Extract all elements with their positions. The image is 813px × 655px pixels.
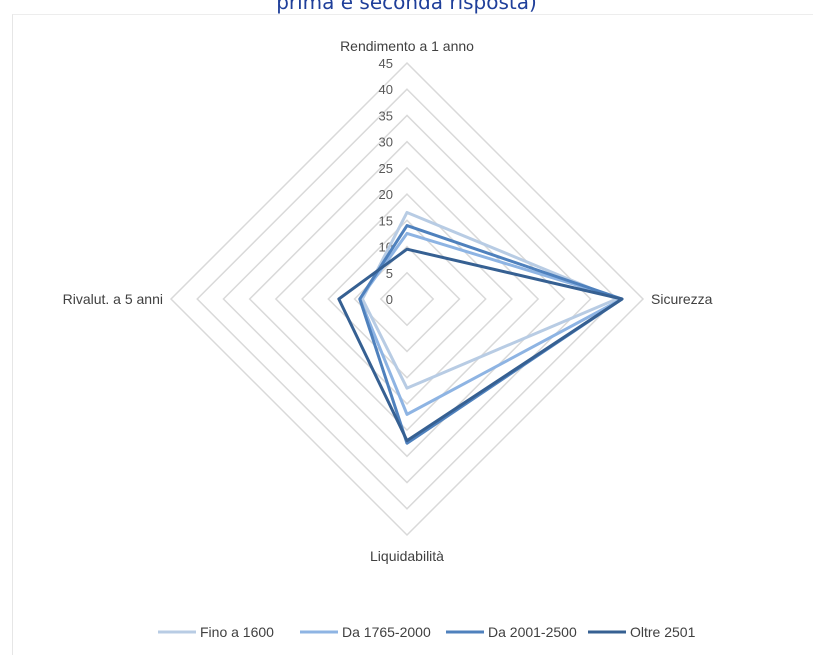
axis-label: Sicurezza (651, 291, 713, 307)
grid-ring (196, 88, 618, 510)
grid-ring (379, 271, 435, 327)
legend-label: Oltre 2501 (630, 624, 696, 640)
chart-legend: Fino a 1600 Da 1765-2000 Da 2001-2500 Oltre… (158, 624, 696, 640)
tick-label: 40 (379, 82, 393, 97)
series-line (337, 247, 624, 443)
grid-ring (327, 219, 487, 379)
tick-label: 45 (379, 56, 393, 71)
legend-label: Fino a 1600 (200, 624, 274, 640)
tick-label: 20 (379, 187, 393, 202)
grid-ring (222, 114, 592, 484)
axis-label: Liquidabilità (370, 548, 444, 564)
tick-label: 15 (379, 213, 393, 228)
grid-ring (248, 140, 566, 458)
grid-ring (169, 61, 645, 537)
axis-label: Rivalut. a 5 anni (63, 291, 163, 307)
tick-label: 35 (379, 108, 393, 123)
series-line (358, 224, 624, 445)
tick-label: 30 (379, 135, 393, 150)
legend-label: Da 2001-2500 (488, 624, 577, 640)
tick-label: 25 (379, 161, 393, 176)
radar-grid (169, 61, 645, 537)
tick-label: 0 (386, 292, 393, 307)
chart-title-partial: prima e seconda risposta) (276, 0, 537, 14)
chart-area (12, 14, 813, 655)
series-line (360, 210, 619, 390)
legend-label: Da 1765-2000 (342, 624, 431, 640)
axis-label: Rendimento a 1 anno (340, 38, 474, 54)
radar-series (337, 210, 624, 445)
tick-label: 5 (386, 266, 393, 281)
radar-axis-labels: Rendimento a 1 anno Sicurezza Liquidabilit… (63, 38, 713, 564)
